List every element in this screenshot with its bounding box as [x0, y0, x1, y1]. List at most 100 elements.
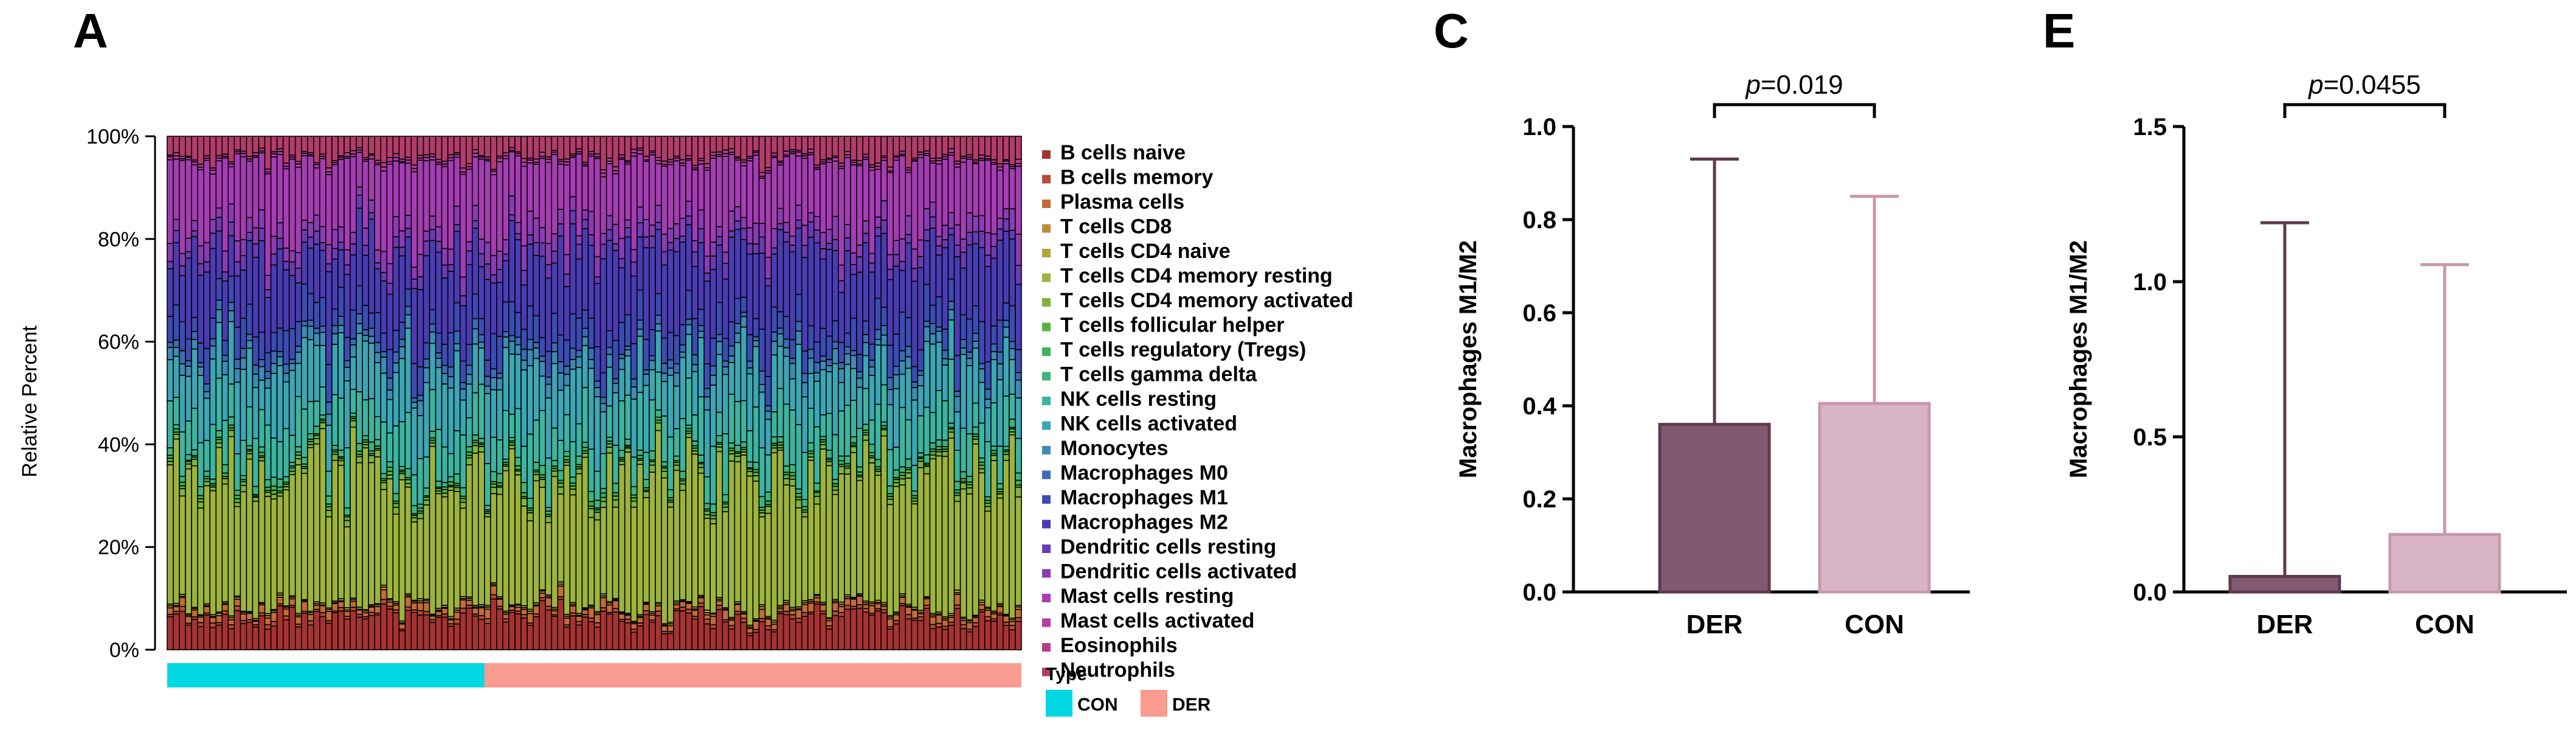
sample-bar [935, 136, 943, 650]
bar-segment [813, 492, 821, 497]
bar-segment [722, 610, 730, 621]
bar-segment [258, 228, 266, 242]
bar-segment [612, 608, 620, 613]
bar-segment [734, 604, 742, 612]
bar-segment [893, 614, 900, 621]
bar-segment [716, 245, 723, 304]
bar-segment [691, 370, 699, 416]
bar-segment [502, 621, 509, 650]
bar-segment [844, 405, 851, 457]
bar-segment [386, 157, 394, 162]
bar-segment [404, 228, 412, 238]
bar-segment [758, 329, 766, 372]
bar-segment [947, 617, 955, 623]
bar-segment [649, 154, 656, 226]
bar-segment [227, 619, 235, 625]
legend-item: Eosinophils [1042, 634, 1178, 657]
bar-segment [313, 344, 320, 402]
bar-segment [923, 326, 931, 343]
bar-segment [624, 622, 632, 650]
bar-segment [465, 599, 473, 606]
bar-segment [789, 358, 796, 364]
bar-segment [862, 388, 869, 425]
bar-segment [996, 497, 1004, 605]
bar-segment [838, 465, 845, 475]
bar-segment [813, 380, 821, 428]
bar-segment [258, 615, 266, 650]
bar-segment [270, 437, 278, 478]
bar-segment [173, 347, 180, 357]
bar-segment [593, 158, 601, 257]
bar-segment [874, 471, 882, 476]
bar-segment [294, 267, 302, 284]
bar-segment [953, 256, 961, 357]
bar-segment [502, 618, 509, 623]
bar-segment [533, 419, 540, 463]
sample-bar [392, 136, 400, 650]
bar-segment [978, 363, 986, 370]
bar-segment [630, 456, 638, 487]
bar-segment [197, 498, 205, 503]
bar-segment [215, 377, 223, 431]
y-axis-label: Relative Percent [18, 325, 41, 478]
bar-segment [697, 330, 705, 338]
bar-segment [886, 485, 894, 495]
bar-segment [447, 453, 455, 478]
bar-segment [209, 136, 217, 169]
bar-segment [911, 619, 919, 650]
bar-segment [667, 367, 674, 376]
y-tick-label: 0% [109, 639, 139, 662]
bar-segment [587, 501, 595, 507]
bar-segment [959, 471, 967, 479]
bar-segment [667, 633, 674, 650]
sample-bar [416, 136, 424, 650]
bar-segment [679, 159, 686, 164]
bar-segment [703, 363, 711, 389]
bar-segment [441, 496, 449, 606]
bar-segment [520, 498, 528, 507]
bar-segment [233, 358, 241, 369]
bar-segment [868, 419, 875, 445]
x-tick-label: DER [1687, 610, 1743, 639]
bar-segment [728, 355, 736, 363]
bar-segment [465, 344, 473, 366]
bar-segment [728, 321, 736, 347]
bar-segment [862, 611, 869, 650]
bar-segment [167, 461, 174, 465]
legend-item: B cells memory [1042, 166, 1213, 189]
sample-bar [728, 136, 736, 650]
bar-segment [484, 375, 491, 387]
bar-segment [490, 436, 497, 473]
bar-segment [453, 623, 461, 650]
bar-segment [850, 263, 857, 275]
bar-segment [886, 166, 894, 172]
bar-segment [630, 275, 638, 344]
bar-segment [288, 158, 296, 252]
bar-segment [691, 251, 699, 267]
bar-segment [240, 239, 247, 256]
bar-segment [929, 333, 937, 345]
bar-segment [959, 267, 967, 316]
bar-segment [441, 482, 449, 488]
bar-segment [917, 157, 925, 241]
bar-segment [953, 411, 961, 451]
bar-segment [630, 261, 638, 277]
bar-segment [575, 153, 583, 237]
bar-segment [862, 423, 869, 431]
bar-segment [325, 136, 333, 169]
bar-segment [441, 492, 449, 498]
bar-segment [953, 450, 961, 482]
bar-segment [429, 159, 437, 217]
bar-segment [563, 374, 571, 386]
bar-segment [984, 610, 992, 618]
bar-segment [923, 155, 931, 209]
bar-segment [807, 602, 815, 613]
bar-segment [850, 252, 857, 265]
x-tick-label: DER [2257, 610, 2313, 639]
sample-bar [368, 136, 376, 650]
bar-segment [667, 242, 674, 251]
bar-segment [581, 453, 589, 458]
bar-segment [276, 356, 284, 366]
bar-segment [270, 625, 278, 650]
bar-segment [770, 624, 778, 631]
